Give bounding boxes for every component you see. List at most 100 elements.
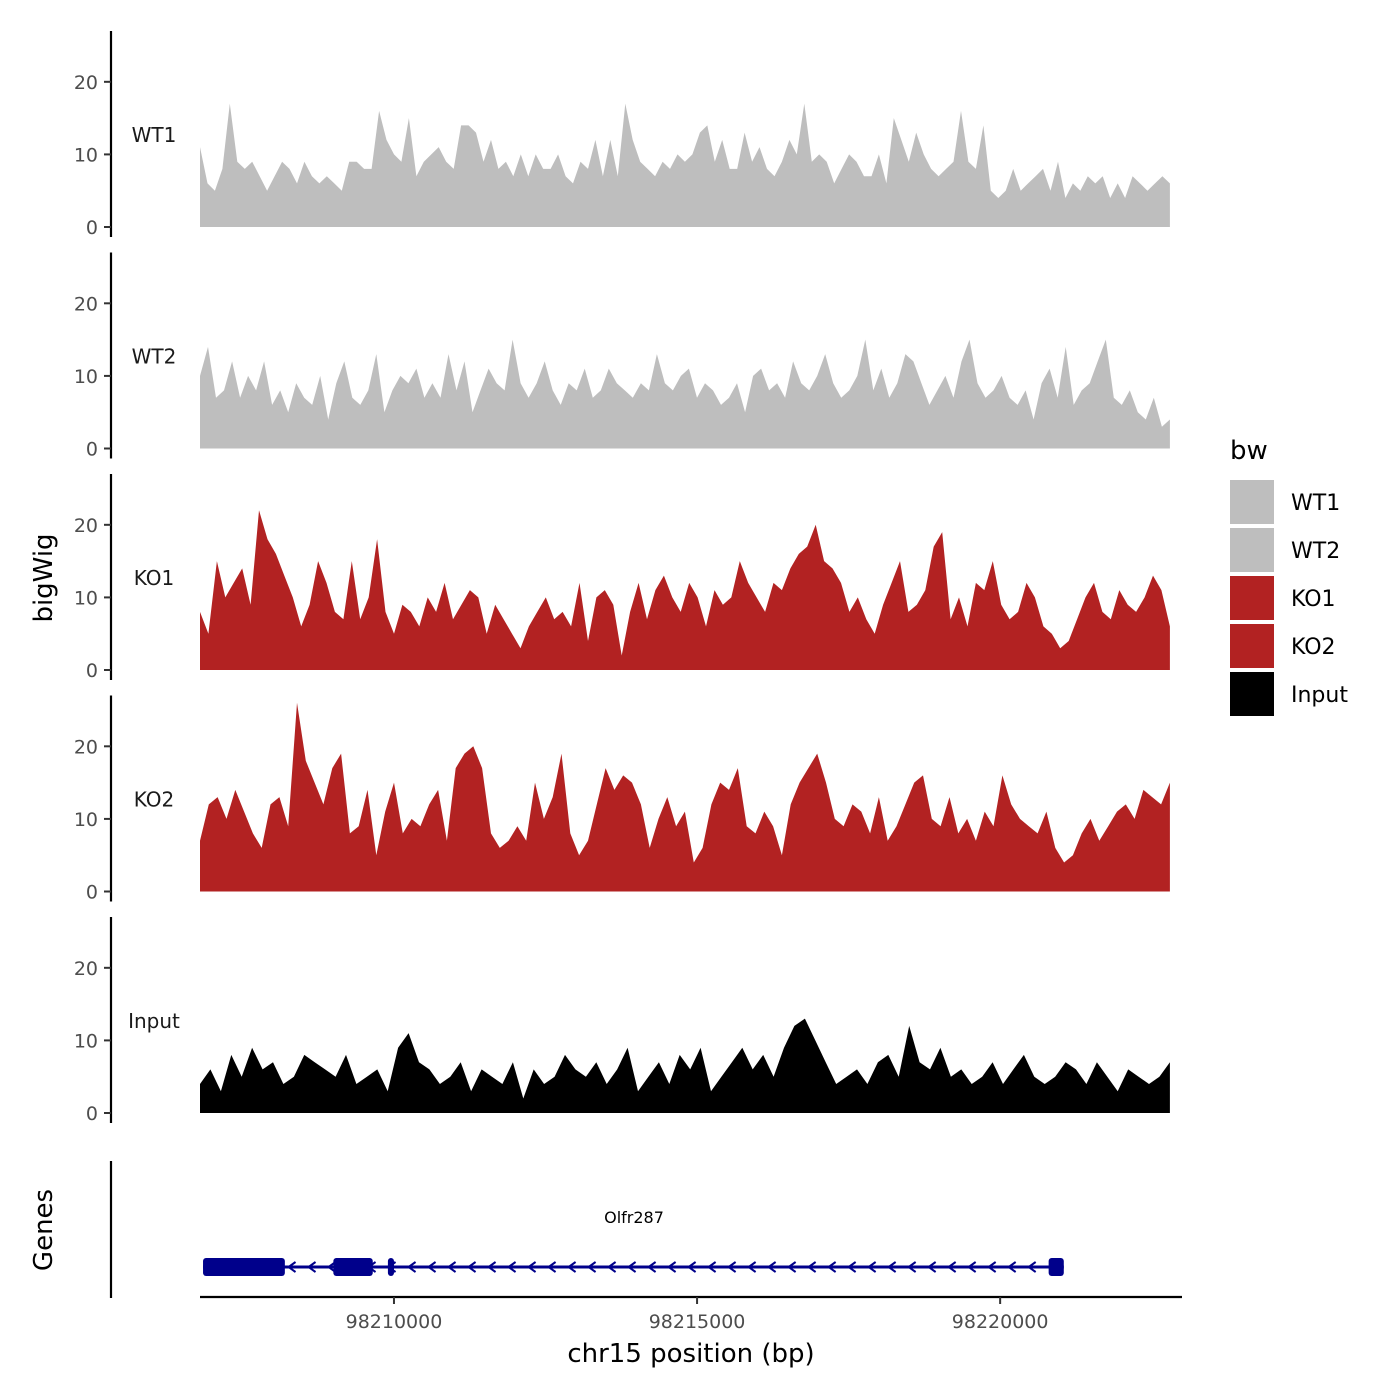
strand-arrow (726, 1261, 737, 1273)
track-wt1: 0 10 20 WT1 (74, 31, 1170, 239)
track-label-ko1: KO1 (134, 566, 175, 590)
strand-arrow (906, 1261, 917, 1273)
x-axis: 98210000 98215000 98220000 chr15 position … (200, 1295, 1182, 1369)
strand-arrow (486, 1261, 497, 1273)
gene-exon (1048, 1258, 1064, 1276)
y-tick-label: 0 (86, 660, 98, 682)
y-tick-label: 10 (74, 366, 98, 388)
legend-items: WT1 WT2 KO1 KO2 Input (1230, 480, 1348, 716)
area-ko2 (200, 702, 1170, 892)
legend-item-input: Input (1230, 672, 1348, 716)
legend-label: WT2 (1291, 539, 1340, 564)
legend-title: bw (1230, 436, 1268, 466)
strand-arrow (606, 1261, 617, 1273)
strand-arrow (466, 1261, 477, 1273)
legend-item-wt1: WT1 (1230, 480, 1340, 524)
track-label-input: Input (128, 1009, 180, 1033)
y-tick-label: 0 (86, 439, 98, 461)
x-axis-title: chr15 position (bp) (567, 1339, 814, 1369)
legend-label: KO1 (1291, 587, 1336, 612)
legend-label: Input (1291, 683, 1348, 708)
y-tick-label: 20 (74, 515, 98, 537)
y-tick-label: 0 (86, 217, 98, 239)
strand-arrow (666, 1261, 677, 1273)
y-tick-label: 0 (86, 1103, 98, 1125)
x-tick-label: 98220000 (952, 1311, 1049, 1333)
legend-item-wt2: WT2 (1230, 528, 1340, 572)
gene-track: Genes Olfr287 (29, 1161, 1064, 1298)
strand-arrow (746, 1261, 757, 1273)
strand-arrow (566, 1261, 577, 1273)
y-tick-label: 20 (74, 958, 98, 980)
strand-arrow (286, 1261, 297, 1273)
strand-arrow (946, 1261, 957, 1273)
strand-arrow (706, 1261, 717, 1273)
area-wt1 (200, 103, 1170, 227)
strand-arrow (426, 1261, 437, 1273)
strand-arrow (866, 1261, 877, 1273)
legend-swatch (1230, 624, 1274, 668)
x-tick-label: 98210000 (346, 1311, 443, 1333)
legend-label: KO2 (1291, 635, 1336, 660)
legend-swatch (1230, 528, 1274, 572)
y-axis-title: bigWig (29, 533, 59, 622)
strand-arrow (766, 1261, 777, 1273)
y-tick-label: 20 (74, 72, 98, 94)
track-ko2: 0 10 20 KO2 (74, 695, 1170, 904)
x-tick-label: 98215000 (649, 1311, 746, 1333)
y-tick-label: 10 (74, 809, 98, 831)
strand-arrow (886, 1261, 897, 1273)
gene-name-label: Olfr287 (604, 1208, 664, 1227)
strand-arrow (306, 1261, 317, 1273)
area-ko1 (200, 510, 1170, 670)
strand-arrow (826, 1261, 837, 1273)
track-wt2: 0 10 20 WT2 (74, 252, 1170, 461)
strand-arrow (526, 1261, 537, 1273)
y-tick-label: 10 (74, 144, 98, 166)
track-label-wt1: WT1 (132, 123, 177, 147)
area-wt2 (200, 339, 1170, 449)
legend: bw WT1 WT2 KO1 KO2 Input (1230, 436, 1348, 716)
y-tick-label: 20 (74, 293, 98, 315)
track-input: 0 10 20 Input (74, 917, 1170, 1125)
y-tick-label: 10 (74, 587, 98, 609)
strand-arrow (406, 1261, 417, 1273)
strand-arrow (786, 1261, 797, 1273)
gene-exon (333, 1258, 373, 1276)
legend-swatch (1230, 480, 1274, 524)
area-input (200, 1018, 1170, 1113)
legend-label: WT1 (1291, 491, 1340, 516)
strand-arrow (546, 1261, 557, 1273)
strand-arrow (646, 1261, 657, 1273)
strand-arrow (446, 1261, 457, 1273)
strand-arrow (926, 1261, 937, 1273)
signal-tracks: 0 10 20 WT1 0 10 20 WT2 0 10 20 KO1 0 10 20 KO2 0 10 20 Inp… (74, 31, 1170, 1125)
strand-arrow (846, 1261, 857, 1273)
track-label-wt2: WT2 (132, 345, 177, 369)
strand-arrow (586, 1261, 597, 1273)
strand-arrow (1026, 1261, 1037, 1273)
strand-arrow (626, 1261, 637, 1273)
legend-swatch (1230, 672, 1274, 716)
gene-exon (203, 1258, 285, 1276)
x-ticks: 98210000 98215000 98220000 (346, 1297, 1049, 1333)
y-tick-label: 0 (86, 882, 98, 904)
track-ko1: 0 10 20 KO1 (74, 474, 1170, 682)
strand-arrow (1006, 1261, 1017, 1273)
strand-arrow (506, 1261, 517, 1273)
gene-exon (387, 1258, 394, 1276)
strand-arrow (966, 1261, 977, 1273)
y-tick-label: 20 (74, 736, 98, 758)
legend-item-ko1: KO1 (1230, 576, 1336, 620)
track-label-ko2: KO2 (134, 788, 175, 812)
legend-swatch (1230, 576, 1274, 620)
strand-arrow (326, 1261, 337, 1273)
legend-item-ko2: KO2 (1230, 624, 1336, 668)
gene-model (203, 1258, 1064, 1276)
gene-track-title: Genes (29, 1189, 59, 1271)
strand-arrow (806, 1261, 817, 1273)
strand-arrow (686, 1261, 697, 1273)
strand-arrow (986, 1261, 997, 1273)
y-tick-label: 10 (74, 1030, 98, 1052)
